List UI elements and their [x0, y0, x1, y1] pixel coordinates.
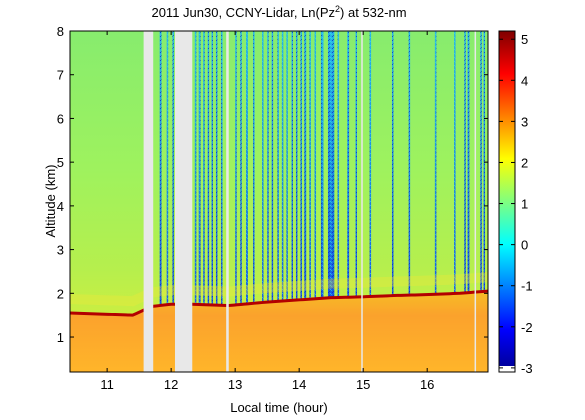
colorbar-tick-label: 2	[521, 155, 528, 170]
y-tick-label: 1	[57, 330, 64, 345]
plot-frame	[69, 30, 489, 373]
x-tick-label: 15	[356, 377, 370, 392]
y-tick-label: 2	[57, 286, 64, 301]
colorbar-tick-label: 1	[521, 197, 528, 212]
cloud-noise	[483, 31, 486, 292]
cloud-noise	[391, 31, 394, 296]
y-axis-label: Altitude (km)	[43, 165, 58, 238]
data-gap	[174, 31, 193, 372]
boundary-layer-top-edge	[70, 289, 488, 317]
cloud-noise	[198, 31, 201, 305]
x-tick-label: 12	[164, 377, 178, 392]
colorbar-tick-label: -1	[521, 279, 533, 294]
boundary-layer-fill	[70, 291, 488, 372]
cloud-noise	[267, 31, 269, 303]
colorbar: -3 -2 -1 0 1 2 3 4 5	[498, 30, 533, 376]
cloud-noise	[314, 31, 317, 299]
cloud-noise	[172, 31, 174, 305]
cloud-noise	[262, 31, 264, 303]
colorbar-ticks: -3 -2 -1 0 1 2 3 4 5	[499, 32, 533, 376]
cloud-noise	[480, 31, 482, 292]
heatmap-plot-area	[70, 31, 488, 372]
chart-title: 2011 Jun30, CCNY-Lidar, Ln(Pz2) at 532-n…	[151, 4, 406, 20]
data-gap	[474, 31, 477, 372]
cloud-noise	[240, 31, 242, 305]
colorbar-tick-label: 3	[521, 114, 528, 129]
colorbar-frame	[498, 30, 516, 373]
x-tick-label: 11	[100, 377, 114, 392]
y-tick-label: 7	[57, 68, 64, 83]
cloud-noise	[408, 31, 411, 296]
cloud-noise	[291, 31, 293, 301]
title-superscript: 2	[335, 4, 340, 14]
y-tick-label: 6	[57, 111, 64, 126]
colorbar-tick-label: -2	[521, 320, 533, 335]
cloud-noise	[253, 31, 255, 304]
data-gap	[226, 31, 229, 372]
colorbar-below-range	[499, 366, 515, 372]
data-gaps	[143, 31, 477, 372]
cloud-noise	[215, 31, 218, 306]
cloud-noise	[221, 31, 223, 306]
x-tick-label: 13	[228, 377, 242, 392]
cloud-noise	[300, 31, 302, 300]
cloud-noise	[304, 31, 307, 300]
cloud-noise	[327, 31, 335, 298]
data-gap	[361, 31, 363, 372]
y-axis: 1 2 3 4 5 6 7 8	[57, 24, 488, 345]
cloud-noise	[337, 31, 340, 298]
cloud-noise	[467, 31, 470, 293]
boundary-layer	[70, 272, 488, 372]
cloud-noise	[207, 31, 210, 305]
y-tick-label: 8	[57, 24, 64, 39]
title-suffix: ) at 532-nm	[340, 5, 406, 20]
cloud-noise	[281, 31, 284, 302]
y-tick-label: 5	[57, 155, 64, 170]
cloud-noise	[194, 31, 197, 305]
colorbar-tick-label: 5	[521, 32, 528, 47]
title-prefix: 2011 Jun30, CCNY-Lidar, Ln(Pz	[151, 5, 335, 20]
colorbar-tick-label: 0	[521, 238, 528, 253]
cloud-noise	[166, 31, 169, 305]
cloud-noise	[235, 31, 237, 305]
cloud-events	[159, 31, 486, 306]
cloud-noise	[203, 31, 205, 305]
cloud-noise	[369, 31, 372, 297]
x-tick-label: 16	[420, 377, 434, 392]
cloud-noise	[246, 31, 248, 304]
cloud-noise	[309, 31, 311, 300]
data-gap	[143, 31, 154, 372]
x-tick-label: 14	[292, 377, 306, 392]
cloud-noise	[454, 31, 456, 294]
x-axis: 11 12 13 14 15 16	[100, 31, 434, 392]
colorbar-tick-label: 4	[521, 73, 528, 88]
transition-layer	[70, 272, 488, 307]
cloud-noise	[320, 31, 324, 299]
cloud-noise	[159, 31, 162, 306]
y-tick-label: 4	[57, 199, 64, 214]
cloud-noise	[286, 31, 288, 301]
colorbar-tick-label: -3	[521, 361, 533, 376]
colorbar-gradient	[499, 31, 515, 372]
y-tick-label: 3	[57, 243, 64, 258]
cloud-noise	[211, 31, 213, 305]
cloud-noise	[347, 31, 350, 298]
cloud-noise	[271, 31, 274, 302]
cloud-noise	[434, 31, 437, 295]
x-axis-label: Local time (hour)	[230, 400, 328, 415]
cloud-noise	[295, 31, 298, 301]
cloud-noise	[355, 31, 357, 297]
cloud-noise	[464, 31, 466, 293]
cloud-noise	[277, 31, 279, 302]
